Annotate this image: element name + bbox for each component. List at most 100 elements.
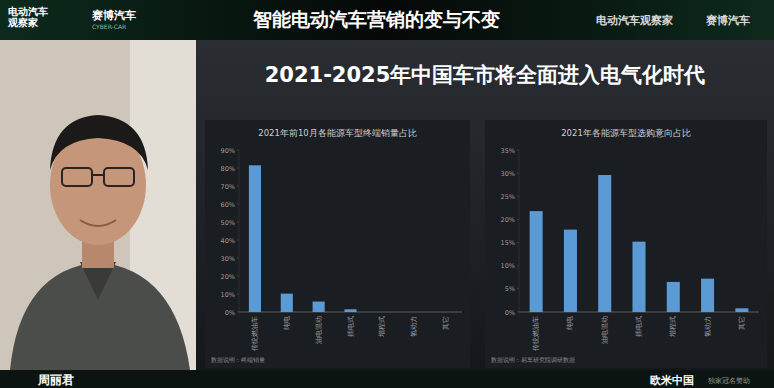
tick-mark bbox=[237, 312, 239, 313]
bar bbox=[249, 165, 261, 312]
logo-text: 赛博汽车 bbox=[705, 14, 750, 27]
background bbox=[0, 0, 774, 388]
tick-mark bbox=[237, 222, 239, 223]
bar bbox=[564, 230, 577, 312]
mouth bbox=[80, 220, 116, 226]
bar bbox=[667, 282, 680, 312]
annotation: 数据说明：易车研究院调研数据 bbox=[491, 356, 575, 363]
chart-bg bbox=[485, 120, 767, 368]
tick-label: 0% bbox=[505, 309, 515, 317]
page: 电动汽车观察家赛博汽车CYBER-CAR智能电动汽车营销的变与不变电动汽车观察家… bbox=[0, 0, 774, 388]
tick-mark bbox=[237, 294, 239, 295]
tick-mark bbox=[237, 186, 239, 187]
glasses bbox=[92, 174, 104, 176]
category-label: 氢动力 bbox=[704, 316, 712, 337]
tick-mark bbox=[237, 276, 239, 277]
bottom-bar bbox=[0, 370, 774, 388]
sponsor-note: 独家冠名赞助 bbox=[708, 377, 750, 385]
bars bbox=[249, 165, 357, 312]
category-label: 其它 bbox=[442, 316, 450, 330]
bar bbox=[735, 308, 748, 312]
tick-label: 10% bbox=[221, 291, 235, 299]
tick-label: 50% bbox=[221, 219, 235, 227]
logo-subtext: CYBER-CAR bbox=[92, 23, 126, 30]
bar bbox=[530, 211, 543, 312]
bar bbox=[376, 312, 388, 313]
tick-mark bbox=[237, 150, 239, 151]
bar bbox=[632, 242, 645, 312]
category-label: 插电式 bbox=[347, 316, 355, 337]
category-label: 氢动力 bbox=[410, 316, 418, 337]
tick-label: 20% bbox=[221, 273, 235, 281]
tick-label: 35% bbox=[501, 147, 515, 155]
webcam bbox=[0, 40, 196, 370]
tick-label: 40% bbox=[221, 237, 235, 245]
bar bbox=[440, 312, 452, 313]
slide-bg bbox=[196, 40, 774, 384]
y-axis bbox=[519, 150, 520, 312]
tick-mark bbox=[517, 196, 519, 197]
tick-label: 20% bbox=[501, 216, 515, 224]
tick-label: 70% bbox=[221, 183, 235, 191]
tick-mark bbox=[517, 173, 519, 174]
tick-mark bbox=[517, 265, 519, 266]
header-bar bbox=[0, 0, 774, 40]
tick-label: 80% bbox=[221, 165, 235, 173]
bar bbox=[344, 309, 356, 312]
bar bbox=[598, 175, 611, 312]
tick-mark bbox=[517, 288, 519, 289]
category-label: 传统燃油车 bbox=[251, 316, 259, 351]
bar bbox=[281, 294, 293, 312]
bar bbox=[313, 302, 325, 312]
tick-label: 30% bbox=[221, 255, 235, 263]
tick-mark bbox=[237, 168, 239, 169]
hair bbox=[50, 115, 148, 170]
glasses bbox=[104, 168, 134, 186]
chart-title: 2021年前10月各能源车型终端销量占比 bbox=[258, 128, 416, 138]
wall bbox=[0, 40, 196, 370]
category-label: 增程式 bbox=[378, 316, 386, 338]
category-label: 纯电 bbox=[283, 316, 291, 330]
chart: 2021年各能源车型选购意向占比 0% 5% 10% 15% 20% 25% 30% 35% 传统… bbox=[485, 120, 767, 368]
tick-label: 90% bbox=[221, 147, 235, 155]
chart-title: 2021年各能源车型选购意向占比 bbox=[561, 128, 691, 138]
tick-mark bbox=[237, 204, 239, 205]
tick-mark bbox=[517, 219, 519, 220]
speaker-name: 周丽君 bbox=[37, 373, 74, 387]
bar bbox=[408, 312, 420, 313]
annotation: 数据说明：终端销量 bbox=[211, 356, 265, 363]
logo-text: 电动汽车观察家 bbox=[596, 14, 673, 27]
tick-label: 15% bbox=[501, 239, 515, 247]
glasses bbox=[62, 168, 92, 186]
category-label: 增程式 bbox=[669, 316, 677, 338]
chart-bg bbox=[205, 120, 470, 368]
bars bbox=[530, 175, 749, 312]
chart: 2021年前10月各能源车型终端销量占比 0% 10% 20% 30% 40% 50% 60%… bbox=[205, 120, 470, 368]
jacket bbox=[10, 262, 190, 370]
tick-label: 30% bbox=[501, 170, 515, 178]
tick-label: 0% bbox=[225, 309, 235, 317]
tick-mark bbox=[517, 312, 519, 313]
category-label: 纯电 bbox=[566, 316, 574, 330]
tick-mark bbox=[517, 242, 519, 243]
bar bbox=[701, 279, 714, 312]
tick-mark bbox=[517, 150, 519, 151]
sponsor: 欧米中国 bbox=[650, 374, 694, 387]
category-label: 插电式 bbox=[635, 316, 643, 337]
category-label: 油电混动 bbox=[601, 316, 609, 344]
tick-mark bbox=[237, 240, 239, 241]
tick-mark bbox=[237, 258, 239, 259]
category-label: 油电混动 bbox=[315, 316, 323, 344]
tick-label: 10% bbox=[501, 262, 515, 270]
category-label: 其它 bbox=[738, 316, 746, 330]
tick-label: 60% bbox=[221, 201, 235, 209]
y-axis bbox=[239, 150, 240, 312]
category-label: 传统燃油车 bbox=[532, 316, 540, 351]
logo-text: 观察家 bbox=[7, 17, 38, 28]
tick-label: 5% bbox=[505, 285, 515, 293]
tick-label: 25% bbox=[501, 193, 515, 201]
logo-text: 赛博汽车 bbox=[91, 9, 136, 22]
header-title: 智能电动汽车营销的变与不变 bbox=[252, 8, 500, 30]
slide-title: 2021-2025年中国车市将全面进入电气化时代 bbox=[265, 63, 706, 87]
logo-text: 电动汽车 bbox=[8, 6, 48, 17]
